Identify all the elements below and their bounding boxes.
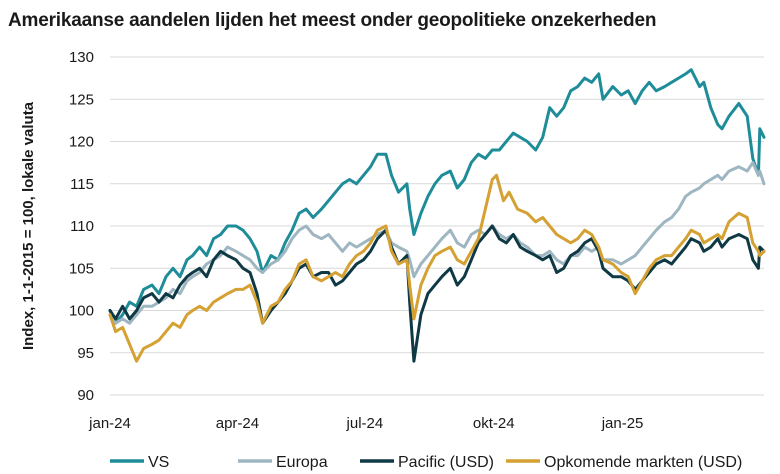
legend-label: Europa xyxy=(276,454,328,471)
y-axis-label: Index, 1-1-2015 = 100, lokale valuta xyxy=(20,101,37,350)
legend-label: Opkomende markten (USD) xyxy=(544,454,742,471)
x-tick-label: apr-24 xyxy=(216,415,259,432)
x-tick-label: jan-25 xyxy=(601,415,644,432)
x-axis-ticks: jan-24 apr-24 jul-24 okt-24 jan-25 xyxy=(88,415,643,432)
y-tick-label: 100 xyxy=(69,303,94,320)
y-tick-label: 110 xyxy=(70,218,94,235)
y-tick-label: 95 xyxy=(77,345,94,362)
chart-title: Amerikaanse aandelen lijden het meest on… xyxy=(8,10,657,31)
y-tick-label: 90 xyxy=(77,387,94,404)
legend-item: Pacific (USD) xyxy=(360,454,494,471)
y-tick-label: 105 xyxy=(69,260,94,277)
y-axis-ticks: 90 95 100 105 110 115 120 125 130 xyxy=(69,49,94,404)
gridlines xyxy=(110,56,764,396)
series-line xyxy=(108,173,766,363)
y-tick-label: 120 xyxy=(69,134,94,151)
series-line xyxy=(108,224,766,363)
legend-label: VS xyxy=(148,454,169,471)
legend-item: Opkomende markten (USD) xyxy=(506,454,742,471)
x-tick-label: jan-24 xyxy=(88,415,131,432)
y-tick-label: 130 xyxy=(69,49,94,66)
series-line xyxy=(108,68,766,325)
legend-label: Pacific (USD) xyxy=(398,454,494,471)
legend: VS Europa Pacific (USD) Opkomende markten (… xyxy=(110,454,742,471)
legend-item: Europa xyxy=(238,454,328,471)
series-lines xyxy=(108,68,766,363)
y-tick-label: 125 xyxy=(69,91,94,108)
x-tick-label: okt-24 xyxy=(473,415,515,432)
series-line xyxy=(108,161,766,325)
y-tick-label: 115 xyxy=(70,176,94,193)
x-tick-label: jul-24 xyxy=(346,415,384,432)
legend-item: VS xyxy=(110,454,169,471)
